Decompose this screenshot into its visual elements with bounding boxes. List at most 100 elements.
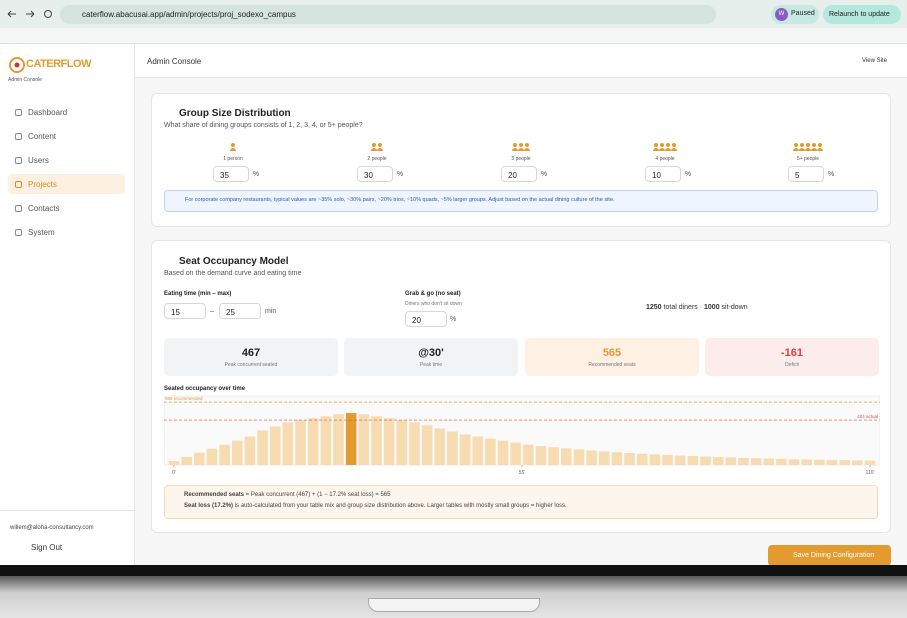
total-label: total diners · (663, 304, 703, 311)
eating-min[interactable]: 15 (164, 303, 206, 319)
bar (687, 456, 699, 465)
total: 1250 (646, 304, 662, 311)
bar (561, 448, 572, 465)
bar (459, 434, 471, 465)
person-icon (653, 148, 659, 151)
bar (852, 460, 863, 465)
group-unit: % (541, 171, 548, 178)
group-input[interactable]: 5 (788, 166, 824, 182)
person-icon (811, 148, 817, 151)
nav-item[interactable]: Contacts (28, 204, 60, 213)
bar (636, 453, 648, 465)
bar (497, 440, 509, 465)
person-icon (378, 143, 382, 147)
bar (725, 457, 737, 465)
stat-card: 565 Recommended seats (525, 338, 699, 376)
stat-label: Peak concurrent seated (224, 362, 278, 368)
bar (814, 459, 825, 465)
group-input[interactable]: 35 (213, 166, 249, 182)
bar (421, 425, 433, 465)
group-input[interactable]: 10 (645, 166, 681, 182)
person-icon (230, 148, 236, 151)
x-tick-label: 0' (172, 470, 176, 476)
person-icon (372, 143, 376, 147)
nav-item[interactable]: Projects (8, 174, 125, 194)
sitdown-label: sit-down (721, 304, 748, 311)
header (135, 44, 907, 78)
bar (763, 458, 775, 465)
stat-value: 565 (602, 347, 622, 359)
laptop-notch (368, 598, 540, 612)
view-site[interactable]: View Site (862, 58, 887, 64)
bar (371, 416, 382, 465)
bar (307, 418, 319, 465)
person-icon (812, 143, 816, 147)
user-email: willem@aloha-consultancy.com (10, 525, 94, 531)
person-icon (672, 143, 676, 147)
bar (864, 460, 876, 465)
bar (168, 460, 180, 465)
bar (839, 460, 850, 465)
group-label: 5+ people (796, 156, 820, 162)
bar (700, 456, 711, 465)
bar (712, 456, 724, 465)
group-title: Group Size Distribution (179, 108, 291, 119)
grab-unit: % (450, 316, 457, 323)
person-icon (799, 148, 805, 151)
info-box: For corporate company restaurants, typic… (164, 190, 878, 212)
url-bar[interactable] (60, 5, 716, 24)
group-unit: % (828, 171, 835, 178)
person-icon (660, 143, 664, 147)
bar (738, 457, 749, 465)
nav-item[interactable]: Users (28, 156, 49, 165)
x-tick-label: 110' (866, 470, 875, 476)
person-icon (666, 143, 670, 147)
person-icon (818, 143, 822, 147)
bar (662, 454, 673, 465)
chart: 565 recommended 404 actual 0' 55' 110' (164, 395, 880, 476)
stat-label: Deficit (785, 362, 799, 368)
bar (573, 449, 585, 465)
divider (0, 510, 134, 511)
eating-max[interactable]: 25 (219, 303, 261, 319)
bar (231, 440, 243, 465)
sitdown: 1000 (704, 304, 720, 311)
seat-loss: Seat loss (17.2%) is auto-calculated fro… (184, 503, 567, 509)
person-icon (659, 148, 665, 151)
update-button[interactable]: Relaunch to update (823, 5, 901, 24)
nav-item[interactable]: Content (28, 132, 57, 141)
group-label: 1 person (223, 156, 243, 162)
nav-icon (15, 205, 22, 212)
stat-card: @30' Peak time (344, 338, 518, 376)
bar (269, 426, 281, 465)
bar (776, 458, 787, 465)
bar (358, 414, 370, 465)
stat-label: Peak time (419, 362, 443, 368)
bar (624, 452, 635, 465)
nav-icon (15, 109, 22, 116)
header-title: Admin Console (147, 57, 202, 66)
person-icon (805, 148, 811, 151)
person-icon (519, 143, 523, 147)
nav-icon (15, 181, 22, 188)
bar (206, 448, 218, 465)
profile-status: Paused (791, 10, 815, 17)
bar (194, 452, 205, 465)
person-icon (231, 143, 235, 147)
stat-label: Recommended seats (588, 362, 636, 368)
nav-item[interactable]: Dashboard (28, 108, 68, 117)
group-input[interactable]: 30 (357, 166, 393, 182)
grab-value[interactable]: 20 (405, 311, 447, 327)
x-tick-label: 55' (519, 470, 526, 476)
sign-out[interactable]: Sign Out (31, 543, 63, 552)
save-button[interactable]: Save Dining Configuration (768, 545, 891, 566)
bar (383, 418, 395, 465)
eating-unit: min (265, 308, 277, 315)
nav-item[interactable]: System (28, 228, 55, 237)
bar (282, 422, 294, 465)
bar (219, 444, 230, 465)
person-icon (512, 148, 518, 151)
group-input[interactable]: 20 (501, 166, 537, 182)
reference-label: 565 recommended (165, 396, 203, 401)
